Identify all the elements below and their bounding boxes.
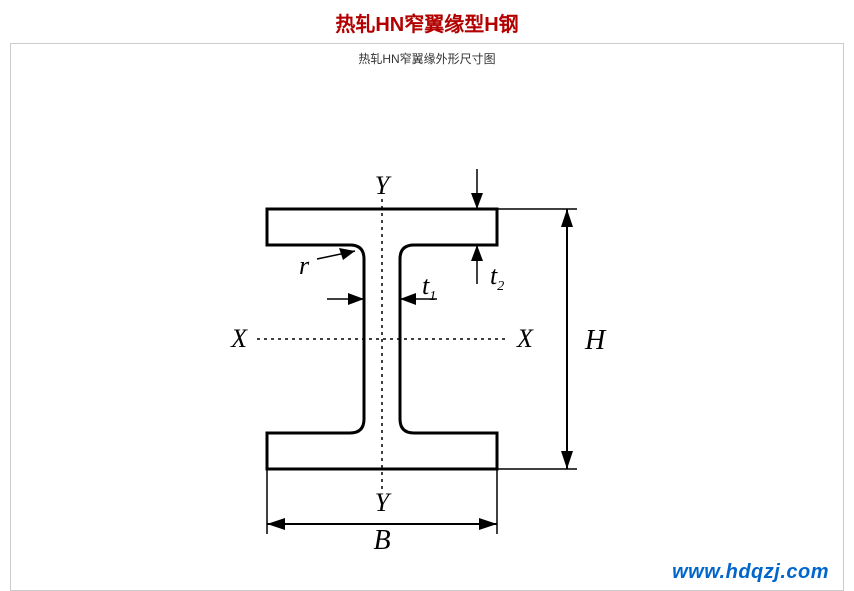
subtitle: 热轧HN窄翼缘外形尺寸图 [11,44,843,67]
t2-arrow-bot [471,245,483,261]
title-text: 热轧HN窄翼缘型H钢 [335,14,518,36]
t2-arrow-top [471,193,483,209]
label-t2: t2 [490,261,504,294]
page-title: 热轧HN窄翼缘型H钢 [0,0,854,43]
label-x-right: X [516,324,534,353]
b-arrow-left [267,518,285,530]
label-y-top: Y [375,171,392,200]
watermark: www.hdqzj.com [672,561,829,584]
label-x-left: X [230,324,248,353]
h-arrow-bot [561,451,573,469]
b-arrow-right [479,518,497,530]
label-t1: t1 [422,271,436,304]
label-h: H [584,325,607,356]
subtitle-text: 热轧HN窄翼缘外形尺寸图 [358,52,495,66]
t1-arrow-left [348,293,364,305]
r-arrow [339,248,355,260]
h-arrow-top [561,209,573,227]
diagram-frame: 热轧HN窄翼缘外形尺寸图 Y Y X X H [10,43,844,591]
label-r: r [299,251,310,280]
h-beam-diagram: Y Y X X H B t2 [207,139,647,559]
label-b: B [373,525,390,556]
label-y-bot: Y [375,488,392,517]
watermark-text: www.hdqzj.com [672,561,829,583]
t1-arrow-right [400,293,416,305]
